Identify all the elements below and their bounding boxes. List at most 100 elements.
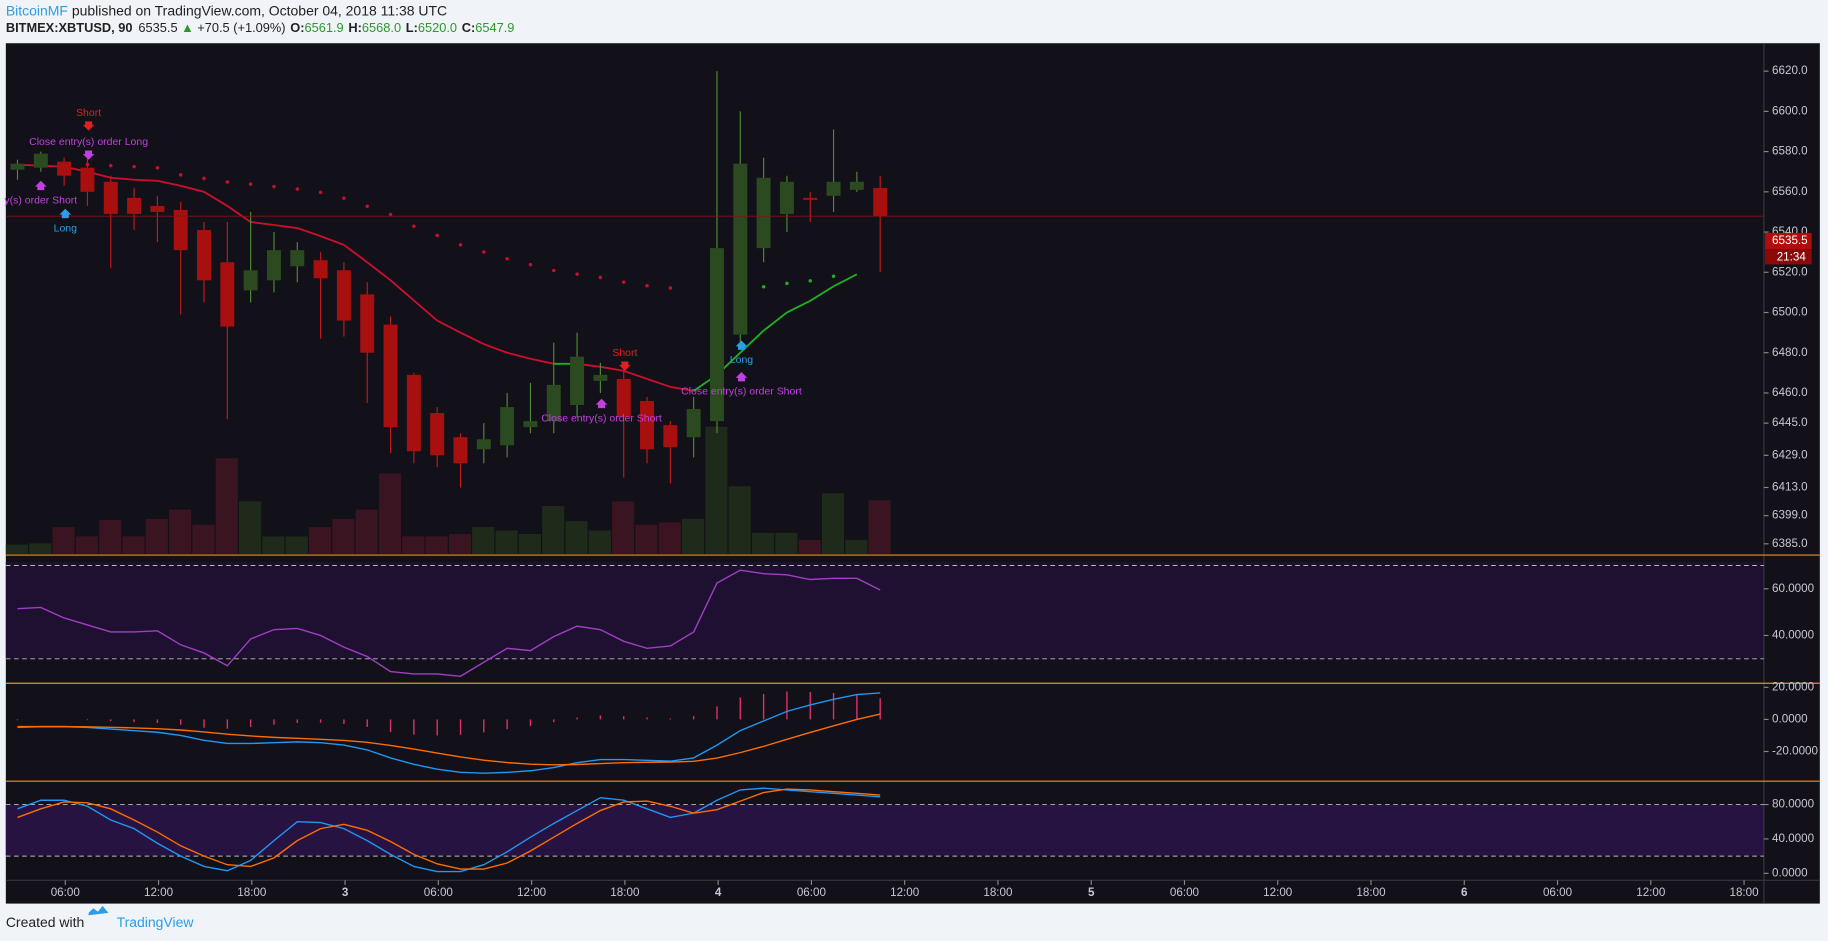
l-value: 6520.0 <box>418 21 457 36</box>
candle-body <box>849 181 864 190</box>
psar-dot <box>109 163 113 168</box>
volume-bar <box>169 509 192 554</box>
ma-segment <box>623 369 648 380</box>
psar-dot <box>785 281 789 286</box>
signal-arrow <box>735 340 748 350</box>
c-label: C: <box>462 21 476 36</box>
author[interactable]: BitcoinMF <box>6 2 68 18</box>
signal-label: Close entry(s) order Short <box>681 387 802 398</box>
ma-segment <box>786 300 811 314</box>
time-label: 12:00 <box>144 886 174 899</box>
candle-body <box>150 205 165 212</box>
y-tick-label: 6445.0 <box>1772 416 1808 429</box>
price-tag <box>1765 232 1812 250</box>
psar-dot <box>761 285 766 289</box>
psar-dot <box>295 187 300 191</box>
volume-bar <box>425 536 448 554</box>
psar-dot <box>645 284 649 288</box>
y-tick-label: 80.0000 <box>1772 798 1815 811</box>
y-tick-label: 0.0000 <box>1772 712 1808 725</box>
candle-body <box>173 209 188 251</box>
psar-dot <box>621 280 626 284</box>
volume-bar <box>565 521 588 554</box>
c-value: 6547.9 <box>475 21 514 36</box>
volume-bar <box>495 530 518 554</box>
ma-segment <box>483 343 508 354</box>
y-tick-label: 40.0000 <box>1772 832 1815 845</box>
volume-bar <box>262 536 285 554</box>
volume-bar <box>821 493 845 554</box>
volume-bar <box>52 527 75 554</box>
symbol-line: BITMEX:XBTUSD, 90 6535.5 ▲ +70.5 (+1.09%) O:… <box>6 21 515 36</box>
signal-label: Close entry(s) order Short <box>541 413 662 424</box>
ma-segment <box>250 221 275 226</box>
candle-body <box>616 378 631 418</box>
ma-segment <box>320 235 345 246</box>
volume-bar <box>448 534 471 554</box>
psar-dot <box>365 204 369 209</box>
y-tick-label: 0.0000 <box>1772 866 1808 879</box>
ma-segment <box>809 285 835 302</box>
ma-segment <box>134 178 158 182</box>
volume-bar <box>122 536 145 554</box>
volume-bar <box>705 426 728 554</box>
volume-bar <box>145 518 168 554</box>
candle-body <box>733 163 748 335</box>
psar-dot <box>598 275 603 280</box>
candle-body <box>709 248 724 422</box>
stoch-band <box>5 804 1764 856</box>
volume-bar <box>285 536 308 554</box>
ma-segment <box>413 299 438 322</box>
volume-bar <box>238 501 262 554</box>
candle-body <box>779 181 794 214</box>
candle-body <box>873 188 888 217</box>
signal-arrow <box>59 208 72 219</box>
candle-body <box>406 374 421 452</box>
brand[interactable]: TradingView <box>117 914 195 930</box>
time-label: 12:00 <box>1263 886 1293 899</box>
candle-body <box>127 197 142 214</box>
volume-bar <box>472 527 495 554</box>
macd-line <box>17 692 881 774</box>
price-tag-label: 6535.5 <box>1772 234 1808 247</box>
time-label: 4 <box>715 886 722 899</box>
time-label: 18:00 <box>1356 886 1386 899</box>
ma-segment <box>600 365 624 372</box>
signal-arrow <box>82 150 95 160</box>
signal-arrow <box>595 398 608 409</box>
psar-dot <box>318 190 323 195</box>
y-tick-label: 6399.0 <box>1772 509 1808 522</box>
symbol: BITMEX:XBTUSD, 90 <box>6 21 133 36</box>
volume-bar <box>192 524 215 554</box>
ma-segment <box>506 351 531 360</box>
candle-body <box>826 181 841 196</box>
ma-segment <box>366 261 392 282</box>
candle-body <box>593 374 608 381</box>
volume-bar <box>332 518 355 554</box>
candle-body <box>80 167 95 192</box>
created-with: Created with <box>6 914 84 930</box>
volume-bar <box>682 518 705 554</box>
signal-line <box>17 713 881 766</box>
volume-bar <box>308 527 332 554</box>
psar-dot <box>552 268 556 273</box>
volume-bar <box>751 532 775 554</box>
time-label: 6 <box>1461 886 1468 899</box>
candle-body <box>313 260 328 279</box>
psar-dot <box>808 279 812 283</box>
psar-dot <box>831 274 836 279</box>
countdown-tag <box>1765 249 1812 265</box>
signal-label: Short <box>612 348 637 359</box>
l-label: L: <box>406 21 418 36</box>
ma-segment <box>530 357 554 365</box>
candle-body <box>523 421 538 428</box>
time-label: 06:00 <box>1543 886 1573 899</box>
volume-bar <box>868 500 891 554</box>
ma-segment <box>460 331 485 345</box>
volume-bar <box>402 536 425 554</box>
time-label: 18:00 <box>237 886 267 899</box>
volume-bar <box>588 530 611 554</box>
time-label: 18:00 <box>610 886 640 899</box>
candle-body <box>220 262 235 327</box>
